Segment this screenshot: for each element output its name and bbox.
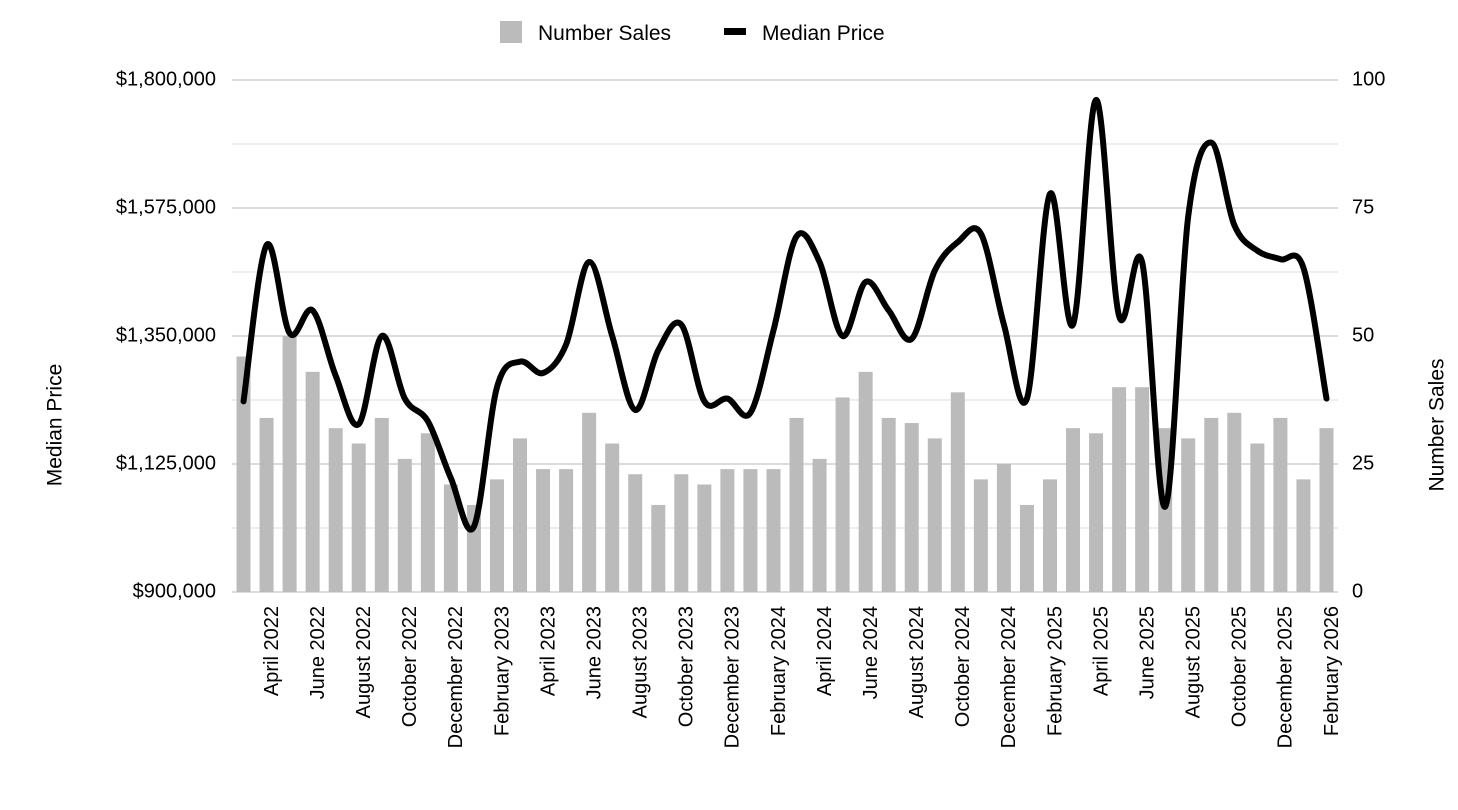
bar-number-sales [697, 484, 712, 592]
x-axis-tick-label: August 2022 [353, 606, 375, 718]
bar-number-sales [536, 469, 551, 592]
left-axis-title: Median Price [44, 364, 67, 487]
bar-number-sales [328, 428, 343, 592]
bar-number-sales [720, 469, 735, 592]
left-axis-tick-label: $1,800,000 [116, 68, 216, 90]
bar-number-sales [1250, 443, 1265, 592]
bar-number-sales [1181, 438, 1196, 592]
left-axis-tick-label: $1,575,000 [116, 196, 216, 218]
bar-number-sales [789, 417, 804, 592]
bar-number-sales [282, 336, 297, 592]
x-axis-tick-label: February 2024 [768, 606, 790, 736]
x-axis-tick-label: October 2022 [399, 606, 421, 727]
x-axis-tick-label: December 2022 [445, 606, 467, 748]
bar-number-sales [1273, 417, 1288, 592]
right-axis-tick-label: 25 [1352, 452, 1374, 474]
left-axis-tick-label: $1,350,000 [116, 324, 216, 346]
left-axis-ticks: $900,000 $1,125,000 $1,350,000 $1,575,000 $1… [116, 68, 216, 602]
bar-number-sales [605, 443, 620, 592]
x-axis-tick-label: June 2025 [1136, 606, 1158, 699]
bar-number-sales [1319, 428, 1334, 592]
bar-number-sales [904, 423, 919, 592]
right-axis-ticks: 0 25 50 75 100 [1352, 68, 1385, 602]
bar-number-sales [674, 474, 689, 592]
x-axis-tick-label: April 2022 [261, 606, 283, 696]
bar-series-number-sales [236, 336, 1334, 592]
legend-label-median-price: Median Price [762, 22, 885, 45]
bar-number-sales [766, 469, 781, 592]
right-axis-tick-label: 0 [1352, 580, 1363, 602]
bar-number-sales [1089, 433, 1104, 592]
x-axis-tick-label: June 2022 [307, 606, 329, 699]
legend: Number Sales Median Price [500, 21, 885, 45]
right-axis-tick-label: 100 [1352, 68, 1385, 90]
bar-number-sales [881, 417, 896, 592]
bar-number-sales [628, 474, 643, 592]
bar-number-sales [812, 458, 827, 592]
x-axis-tick-label: October 2024 [952, 606, 974, 727]
x-axis-ticks: April 2022 June 2022 August 2022 October 20… [261, 606, 1343, 748]
line-series-median-price [240, 96, 1330, 533]
x-axis-tick-label: October 2025 [1229, 606, 1251, 727]
left-axis-tick-label: $900,000 [133, 580, 216, 602]
bar-number-sales [259, 417, 274, 592]
bar-number-sales [743, 469, 758, 592]
bar-number-sales [1019, 504, 1034, 592]
x-axis-tick-label: December 2025 [1275, 606, 1297, 748]
bar-number-sales [559, 469, 574, 592]
bar-number-sales [397, 458, 412, 592]
bar-number-sales [1042, 479, 1057, 592]
x-axis-tick-label: April 2025 [1090, 606, 1112, 696]
x-axis-tick-label: February 2026 [1321, 606, 1343, 736]
bar-number-sales [513, 438, 528, 592]
bar-number-sales [1135, 387, 1150, 592]
x-axis-tick-label: February 2023 [491, 606, 513, 736]
bar-number-sales [489, 479, 504, 592]
bar-number-sales [973, 479, 988, 592]
right-axis-tick-label: 75 [1352, 196, 1374, 218]
x-axis-tick-label: August 2024 [906, 606, 928, 718]
x-axis-tick-label: February 2025 [1044, 606, 1066, 736]
x-axis-tick-label: April 2024 [814, 606, 836, 696]
x-axis-tick-label: December 2024 [998, 606, 1020, 748]
bar-number-sales [835, 397, 850, 592]
bar-number-sales [1066, 428, 1081, 592]
bar-number-sales [1112, 387, 1127, 592]
left-axis-tick-label: $1,125,000 [116, 452, 216, 474]
bar-number-sales [950, 392, 965, 592]
bar-number-sales [582, 412, 597, 592]
right-axis-title: Number Sales [1426, 358, 1449, 491]
legend-swatch-number-sales [500, 21, 522, 43]
bar-number-sales [351, 443, 366, 592]
legend-swatch-median-price [724, 28, 746, 35]
bar-number-sales [374, 417, 389, 592]
x-axis-tick-label: June 2024 [860, 606, 882, 699]
x-axis-tick-label: October 2023 [676, 606, 698, 727]
x-axis-tick-label: August 2025 [1183, 606, 1205, 718]
bar-number-sales [858, 371, 873, 592]
x-axis-tick-label: June 2023 [583, 606, 605, 699]
bar-number-sales [651, 504, 666, 592]
median-price-line [240, 96, 1330, 533]
bar-number-sales [305, 371, 320, 592]
x-axis-tick-label: December 2023 [722, 606, 744, 748]
bar-number-sales [236, 356, 251, 592]
bar-number-sales [927, 438, 942, 592]
bar-number-sales [1296, 479, 1311, 592]
x-axis-tick-label: April 2023 [537, 606, 559, 696]
bar-number-sales [996, 464, 1011, 592]
bar-number-sales [420, 433, 435, 592]
bar-number-sales [443, 484, 458, 592]
right-axis-tick-label: 50 [1352, 324, 1374, 346]
bar-number-sales [1227, 412, 1242, 592]
x-axis-tick-label: August 2023 [630, 606, 652, 718]
legend-label-number-sales: Number Sales [538, 22, 671, 45]
bar-number-sales [1204, 417, 1219, 592]
